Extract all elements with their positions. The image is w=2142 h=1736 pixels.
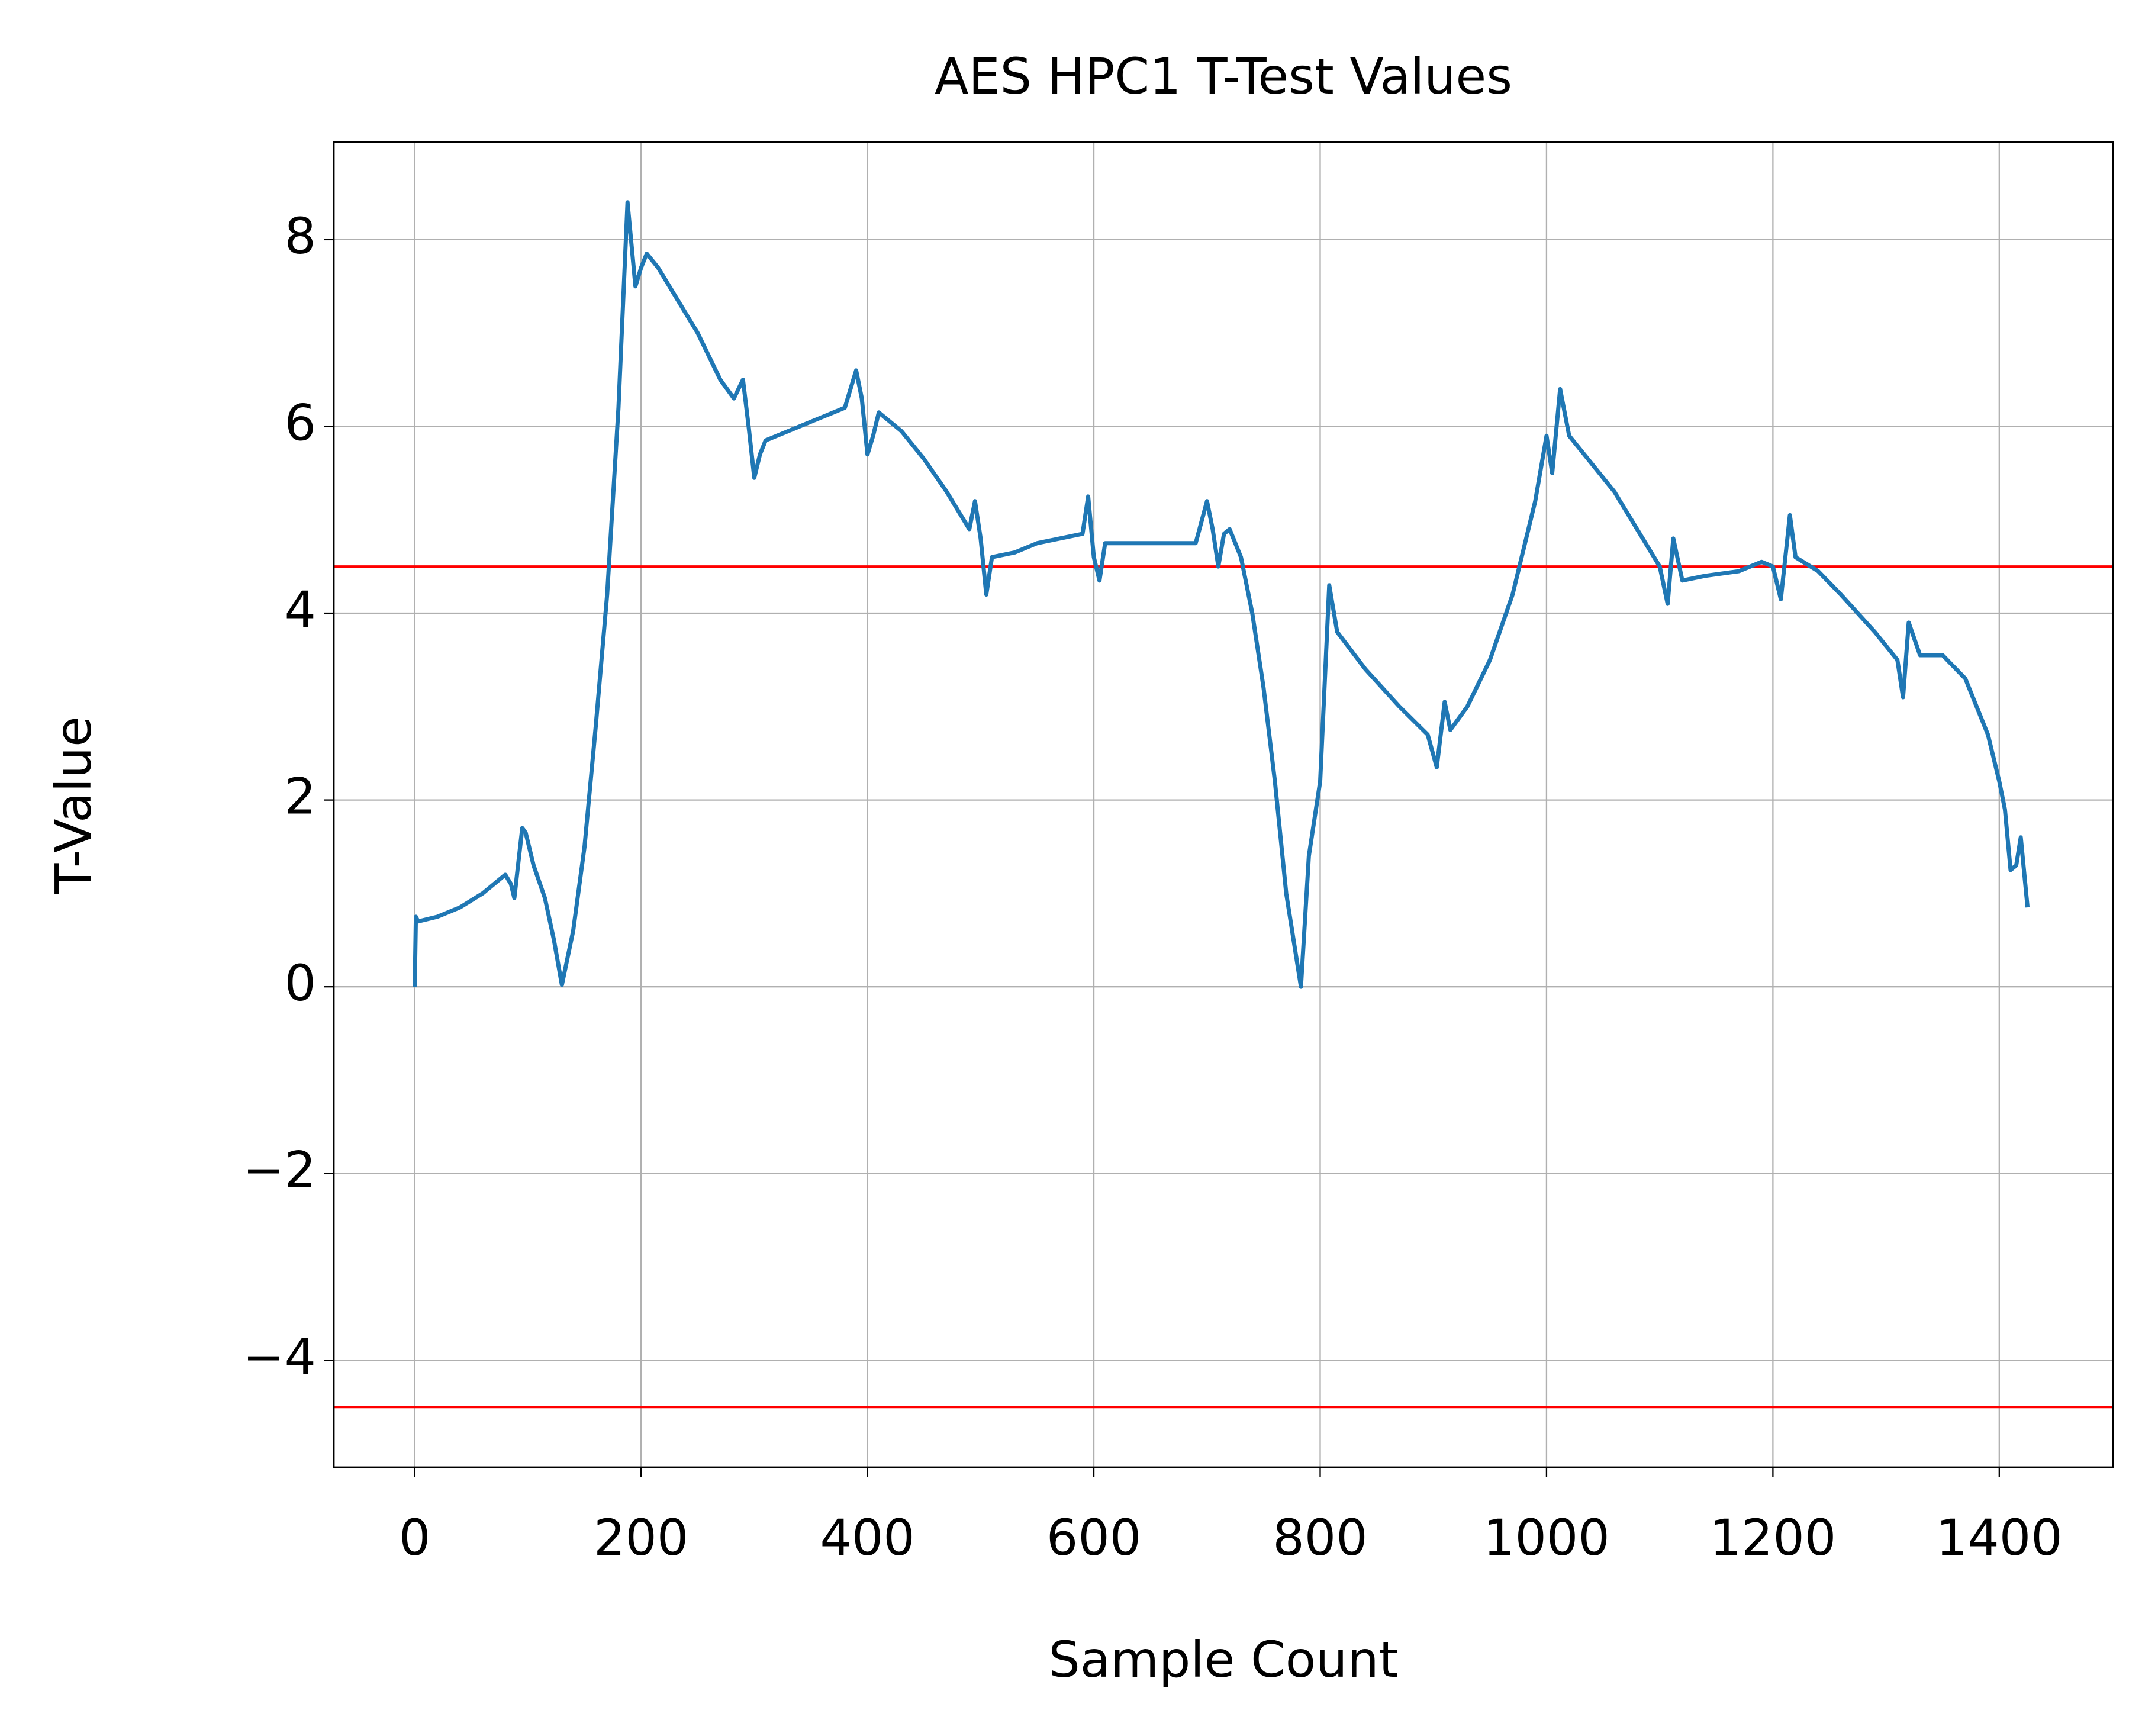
x-axis-label: Sample Count: [1048, 1631, 1398, 1689]
x-tick-label: 800: [1273, 1509, 1367, 1567]
chart-title: AES HPC1 T-Test Values: [935, 47, 1512, 105]
y-tick-label: 8: [285, 207, 316, 265]
x-tick-label: 1200: [1709, 1509, 1836, 1567]
plot-frame: [333, 141, 2114, 1468]
x-tick-label: 200: [594, 1509, 688, 1567]
data-line: [413, 200, 2030, 989]
x-tick-label: 1400: [1936, 1509, 2063, 1567]
y-axis-label: T-Value: [44, 716, 102, 894]
y-tick-label: 2: [285, 768, 316, 826]
y-tick-label: 0: [285, 954, 316, 1012]
y-tick-label: 6: [285, 394, 316, 452]
y-tick-label: −4: [243, 1328, 316, 1386]
x-tick-label: 1000: [1483, 1509, 1610, 1567]
x-tick-label: 400: [820, 1509, 914, 1567]
y-tick-label: 4: [285, 581, 316, 639]
x-tick-label: 0: [399, 1509, 430, 1567]
y-tick-label: −2: [243, 1141, 316, 1199]
x-tick-label: 600: [1046, 1509, 1141, 1567]
